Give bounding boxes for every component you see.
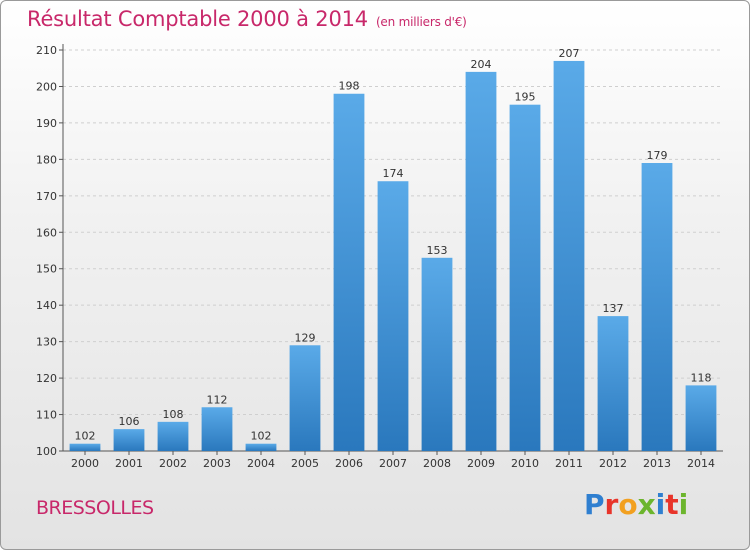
x-tick-label: 2007: [379, 457, 407, 470]
bar: [597, 316, 629, 451]
logo-letter: i: [655, 488, 666, 521]
y-tick-label: 180: [36, 153, 57, 166]
bar: [289, 345, 321, 451]
labels: 100 110 120 130 140 150 160 170 180 190 200 210 2000…: [36, 44, 715, 470]
bar: [377, 181, 409, 451]
data-label: 102: [75, 430, 96, 443]
data-label: 118: [691, 371, 712, 384]
x-tick-label: 2013: [643, 457, 671, 470]
data-label: 174: [383, 167, 404, 180]
bar: [333, 93, 365, 451]
y-tick-label: 120: [36, 372, 57, 385]
logo-letter: P: [584, 488, 605, 521]
logo-letter: t: [665, 488, 679, 521]
x-tick-label: 2010: [511, 457, 539, 470]
data-label: 108: [163, 408, 184, 421]
x-tick-label: 2011: [555, 457, 583, 470]
bar: [641, 163, 673, 451]
data-label: 195: [515, 91, 536, 104]
chart-title-text: Résultat Comptable 2000 à 2014: [27, 7, 368, 31]
bar: [553, 60, 585, 451]
bar: [113, 429, 145, 451]
x-tick-label: 2012: [599, 457, 627, 470]
data-label: 153: [427, 244, 448, 257]
logo-letter: x: [637, 488, 656, 521]
bar: [201, 407, 233, 451]
logo-letter: o: [618, 488, 638, 521]
data-label: 112: [207, 393, 228, 406]
data-label: 129: [295, 331, 316, 344]
data-label: 137: [603, 302, 624, 315]
chart-title: Résultat Comptable 2000 à 2014 (en millie…: [27, 7, 467, 31]
data-label: 204: [471, 58, 492, 71]
data-label: 207: [559, 47, 580, 60]
y-tick-label: 100: [36, 445, 57, 458]
x-tick-label: 2002: [159, 457, 187, 470]
x-tick-label: 2000: [71, 457, 99, 470]
data-label: 106: [119, 415, 140, 428]
y-tick-label: 150: [36, 263, 57, 276]
x-tick-label: 2009: [467, 457, 495, 470]
bar: [465, 71, 497, 451]
y-tick-label: 110: [36, 409, 57, 422]
bar: [69, 443, 101, 451]
x-tick-label: 2001: [115, 457, 143, 470]
x-tick-label: 2008: [423, 457, 451, 470]
data-label: 179: [647, 149, 668, 162]
logo-letter: r: [604, 488, 619, 521]
y-tick-label: 210: [36, 44, 57, 57]
x-tick-label: 2004: [247, 457, 275, 470]
bar: [157, 421, 189, 451]
logo-letter: i: [678, 488, 689, 521]
y-tick-label: 160: [36, 226, 57, 239]
bars: [69, 60, 717, 451]
y-tick-label: 140: [36, 299, 57, 312]
x-tick-label: 2003: [203, 457, 231, 470]
x-tick-label: 2006: [335, 457, 363, 470]
bar: [245, 443, 277, 451]
x-tick-label: 2005: [291, 457, 319, 470]
y-tick-label: 200: [36, 80, 57, 93]
chart-unit: (en milliers d'€): [375, 15, 467, 29]
y-tick-label: 170: [36, 190, 57, 203]
data-label: 102: [251, 430, 272, 443]
y-tick-label: 130: [36, 336, 57, 349]
x-tick-label: 2014: [687, 457, 715, 470]
bar: [421, 257, 453, 451]
proxiti-logo[interactable]: Proxiti: [584, 488, 688, 521]
bar: [685, 385, 717, 451]
bar: [509, 104, 541, 451]
data-label: 198: [339, 80, 360, 93]
y-tick-label: 190: [36, 117, 57, 130]
commune-name: BRESSOLLES: [36, 497, 154, 519]
